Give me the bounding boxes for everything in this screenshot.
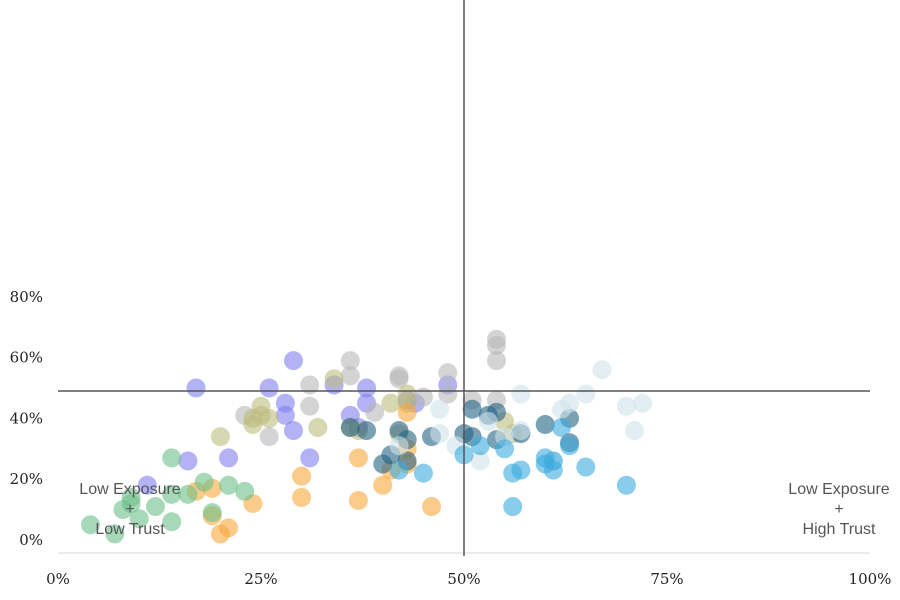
data-point xyxy=(389,460,409,480)
x-tick-label: 50% xyxy=(447,570,480,588)
data-point xyxy=(560,393,580,413)
data-point xyxy=(365,402,385,422)
data-point xyxy=(373,475,393,495)
data-point xyxy=(625,421,645,441)
data-point xyxy=(511,384,531,404)
data-point xyxy=(300,375,320,395)
data-point xyxy=(495,439,515,459)
y-axis-ticks: 0% 20% 40% 60% 80% xyxy=(10,288,43,549)
data-point xyxy=(389,436,409,456)
data-point xyxy=(438,363,458,383)
data-point xyxy=(300,448,320,468)
data-point xyxy=(283,421,303,441)
quadrant-label-bottom-left-line1: Low Exposure xyxy=(79,481,180,498)
x-axis-ticks: 0% 25% 50% 75% 100% xyxy=(46,570,891,588)
data-point xyxy=(616,475,636,495)
points-layer xyxy=(80,329,653,544)
data-point xyxy=(551,418,571,438)
data-point xyxy=(292,487,312,507)
quadrant-label-bottom-left-line2: + xyxy=(125,501,134,518)
data-point xyxy=(178,484,198,504)
data-point xyxy=(275,405,295,425)
x-tick-label: 25% xyxy=(244,570,277,588)
data-point xyxy=(219,448,239,468)
data-point xyxy=(178,451,198,471)
data-point xyxy=(357,421,377,441)
data-point xyxy=(592,360,612,380)
data-point xyxy=(486,351,506,371)
quadrant-label-bottom-right-line3: High Trust xyxy=(803,521,876,538)
data-point xyxy=(186,378,206,398)
data-point xyxy=(511,421,531,441)
data-point xyxy=(430,399,450,419)
data-point xyxy=(121,494,141,514)
data-point xyxy=(300,396,320,416)
data-point xyxy=(340,351,360,371)
data-point xyxy=(616,396,636,416)
data-point xyxy=(210,427,230,447)
data-point xyxy=(576,384,596,404)
data-point xyxy=(470,436,490,456)
quadrant-label-bottom-right-line2: + xyxy=(834,501,843,518)
data-point xyxy=(348,448,368,468)
data-point xyxy=(292,466,312,486)
data-point xyxy=(633,393,653,413)
data-point xyxy=(348,490,368,510)
data-point xyxy=(162,512,182,532)
data-point xyxy=(413,387,433,407)
data-point xyxy=(259,427,279,447)
data-point xyxy=(478,411,498,431)
data-point xyxy=(324,369,344,389)
data-point xyxy=(430,424,450,444)
data-point xyxy=(145,497,165,517)
data-point xyxy=(397,402,417,422)
data-point xyxy=(511,460,531,480)
data-point xyxy=(381,393,401,413)
data-point xyxy=(340,366,360,386)
data-point xyxy=(162,484,182,504)
data-point xyxy=(235,481,255,501)
y-tick-label: 60% xyxy=(10,349,43,367)
x-tick-label: 100% xyxy=(849,570,892,588)
data-point xyxy=(413,463,433,483)
y-tick-label: 0% xyxy=(19,531,43,549)
data-point xyxy=(357,378,377,398)
data-point xyxy=(535,414,555,434)
x-tick-label: 0% xyxy=(46,570,70,588)
data-point xyxy=(340,418,360,438)
data-point xyxy=(202,503,222,523)
data-point xyxy=(129,509,149,529)
data-point xyxy=(219,518,239,538)
quadrant-label-bottom-right-line1: Low Exposure xyxy=(788,481,889,498)
data-point xyxy=(259,378,279,398)
y-tick-label: 80% xyxy=(10,288,43,306)
data-point xyxy=(486,335,506,355)
data-point xyxy=(543,460,563,480)
data-point xyxy=(503,497,523,517)
data-point xyxy=(560,436,580,456)
data-point xyxy=(462,399,482,419)
data-point xyxy=(219,475,239,495)
data-point xyxy=(308,418,328,438)
data-point xyxy=(470,451,490,471)
data-point xyxy=(259,408,279,428)
data-point xyxy=(162,448,182,468)
data-point xyxy=(80,515,100,535)
y-tick-label: 40% xyxy=(10,409,43,427)
quadrant-label-bottom-left-line3: Low Trust xyxy=(95,521,165,538)
data-point xyxy=(137,475,157,495)
data-point xyxy=(389,369,409,389)
data-point xyxy=(283,351,303,371)
data-point xyxy=(105,524,125,544)
data-point xyxy=(194,472,214,492)
data-point xyxy=(576,457,596,477)
data-point xyxy=(438,384,458,404)
data-point xyxy=(422,497,442,517)
y-tick-label: 20% xyxy=(10,470,43,488)
x-tick-label: 75% xyxy=(650,570,683,588)
